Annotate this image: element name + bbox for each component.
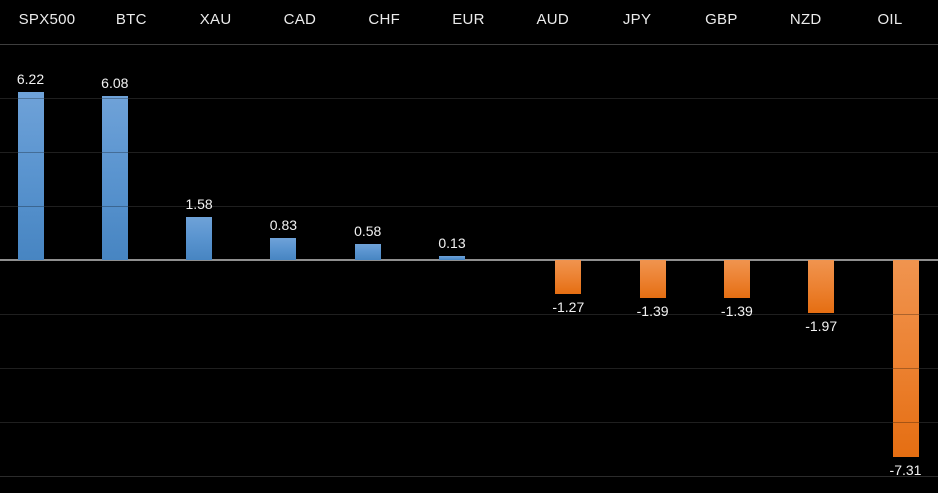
gridline--4	[0, 368, 938, 369]
gridline-overlay-2	[0, 206, 938, 207]
category-label-nzd: NZD	[789, 11, 822, 28]
bar-btc	[101, 95, 128, 260]
category-label-chf: CHF	[368, 11, 401, 28]
gridline-8	[0, 44, 938, 45]
bar-oil	[892, 260, 919, 458]
category-label-xau: XAU	[199, 11, 232, 28]
value-label-eur: 0.13	[438, 235, 466, 252]
category-label-spx500: SPX500	[18, 11, 76, 28]
value-label-cad: 0.83	[269, 216, 298, 233]
value-label-oil: -7.31	[889, 462, 922, 479]
value-label-gbp: -1.39	[720, 302, 753, 319]
bar-gbp	[723, 260, 750, 298]
bar-spx500	[17, 92, 44, 260]
gridline-overlay-6	[0, 98, 938, 99]
gridline-overlay--4	[0, 368, 938, 369]
value-label-spx500: 6.22	[16, 71, 45, 88]
gridline--6	[0, 422, 938, 423]
gridline-overlay--2	[0, 314, 938, 315]
category-label-aud: AUD	[536, 11, 570, 28]
gridline--2	[0, 314, 938, 315]
bar-xau	[186, 217, 213, 260]
category-label-jpy: JPY	[622, 11, 652, 28]
category-label-gbp: GBP	[705, 11, 738, 28]
category-label-cad: CAD	[283, 11, 317, 28]
value-label-nzd: -1.97	[805, 318, 838, 335]
gridline-6	[0, 98, 938, 99]
value-label-aud: -1.27	[552, 299, 585, 316]
category-label-oil: OIL	[877, 11, 903, 28]
value-label-chf: 0.58	[354, 223, 382, 240]
gridline-overlay--6	[0, 422, 938, 423]
gridline-overlay-8	[0, 44, 938, 45]
bar-cad	[270, 237, 297, 260]
value-label-btc: 6.08	[101, 74, 129, 91]
bar-jpy	[639, 260, 666, 298]
gridline-4	[0, 152, 938, 153]
bar-aud	[555, 260, 582, 295]
gridline-overlay--8	[0, 476, 938, 477]
category-label-eur: EUR	[452, 11, 485, 28]
bar-chf	[354, 244, 381, 260]
zero-axis-line	[0, 259, 938, 261]
category-label-btc: BTC	[115, 11, 147, 28]
gridline--8	[0, 476, 938, 477]
value-label-xau: 1.58	[185, 196, 213, 213]
bar-nzd	[808, 260, 835, 314]
gridline-2	[0, 206, 938, 207]
gridline-overlay-4	[0, 152, 938, 153]
bar-eur	[439, 256, 465, 260]
value-label-jpy: -1.39	[636, 302, 669, 319]
